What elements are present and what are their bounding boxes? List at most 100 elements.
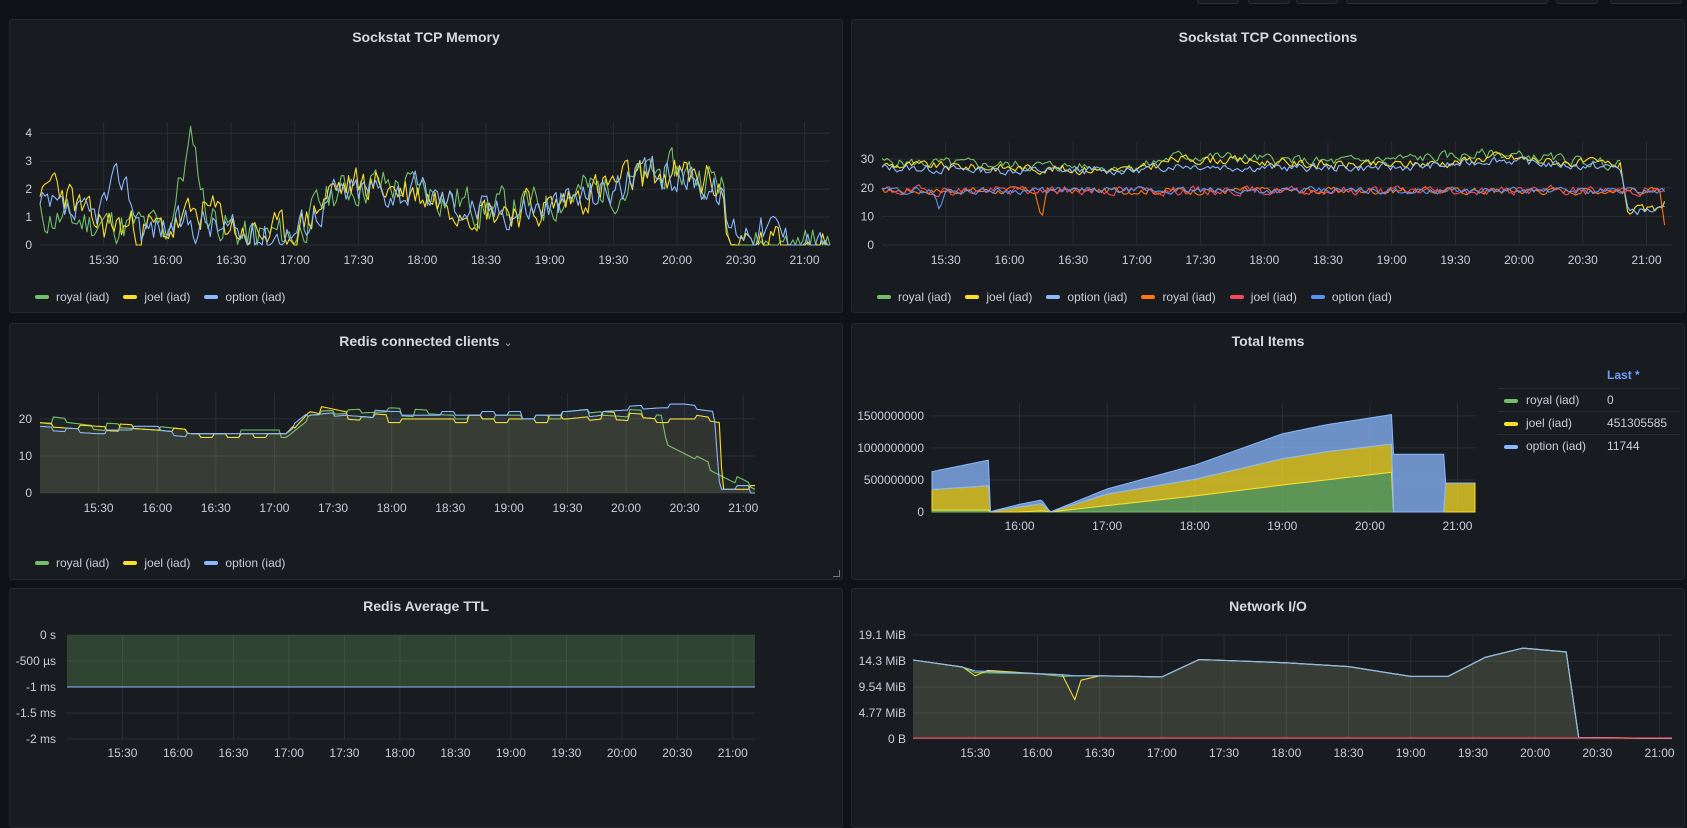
time-range-picker[interactable] xyxy=(1346,0,1548,4)
panel-redis-connected-clients[interactable]: Redis connected clients ⌄ 0 10 20 15:30 16:00… xyxy=(9,323,843,580)
series-line[interactable] xyxy=(39,407,756,490)
legend-item[interactable]: joel (iad) xyxy=(1229,290,1297,304)
legend-item[interactable]: royal (iad) xyxy=(35,556,109,570)
legend-item[interactable]: option (iad) xyxy=(1310,290,1392,304)
series-line[interactable] xyxy=(881,186,1666,226)
legend-item[interactable]: option (iad) xyxy=(1046,290,1127,304)
chart-total-items[interactable]: 0 500000000 1000000000 1500000000 16:00 17:00… xyxy=(852,324,1685,580)
series-line[interactable] xyxy=(912,647,1673,740)
legend-row[interactable]: option (iad) 11744 xyxy=(1498,434,1680,457)
x-tick-label: 19:00 xyxy=(1396,746,1426,760)
plot-area[interactable] xyxy=(39,403,756,494)
panel-resize-handle[interactable] xyxy=(833,570,840,577)
y-tick-label: 1500000000 xyxy=(857,409,924,423)
series-line[interactable] xyxy=(39,125,831,246)
x-tick-label: 21:00 xyxy=(718,746,748,760)
y-tick-label: 1000000000 xyxy=(857,441,924,455)
series-fill xyxy=(913,648,1672,739)
series-fill xyxy=(40,404,755,493)
toolbar-button[interactable] xyxy=(1556,0,1598,4)
plot-area[interactable] xyxy=(39,125,831,246)
legend-last-header[interactable]: Last * xyxy=(1607,368,1640,382)
refresh-button[interactable] xyxy=(1610,0,1682,4)
series-line[interactable] xyxy=(881,184,1666,198)
x-tick-label: 16:30 xyxy=(218,746,248,760)
plot-area[interactable] xyxy=(912,647,1673,740)
legend-last-value: 0 xyxy=(1601,388,1680,412)
legend-item[interactable]: royal (iad) xyxy=(35,290,109,304)
y-tick-label: 0 B xyxy=(888,732,906,746)
legend-item[interactable]: option (iad) xyxy=(204,290,285,304)
toolbar-button[interactable] xyxy=(1296,0,1338,4)
x-tick-label: 19:00 xyxy=(1377,253,1407,267)
chart-network-io[interactable]: 0 B 4.77 MiB 9.54 MiB 14.3 MiB 19.1 MiB 15:30… xyxy=(852,589,1685,828)
toolbar-button[interactable] xyxy=(1197,0,1239,4)
series-line[interactable] xyxy=(881,185,1666,210)
x-tick-label: 17:30 xyxy=(1186,253,1216,267)
x-tick-label: 17:00 xyxy=(1092,519,1122,533)
plot-area[interactable] xyxy=(931,414,1476,513)
x-tick-label: 18:00 xyxy=(1180,519,1210,533)
y-tick-label: 4.77 MiB xyxy=(859,706,906,720)
legend-item[interactable]: royal (iad) xyxy=(877,290,951,304)
series-area[interactable] xyxy=(931,414,1476,513)
panel-sockstat-tcp-connections[interactable]: Sockstat TCP Connections 0 10 20 30 15:30 16:… xyxy=(851,19,1685,313)
x-tick-label: 20:00 xyxy=(1355,519,1385,533)
panel-title[interactable]: Network I/O xyxy=(1229,598,1307,614)
series-line[interactable] xyxy=(39,155,830,246)
panel-title[interactable]: Total Items xyxy=(1231,333,1305,349)
chart-sockstat-tcp-memory[interactable]: 0 1 2 3 4 15:30 16:00 16:30 17:00 17:30 18:00 18:30… xyxy=(10,20,843,313)
legend-label: joel (iad) xyxy=(144,290,191,304)
series-line[interactable] xyxy=(39,155,830,246)
panel-redis-average-ttl[interactable]: Redis Average TTL -2 ms -1.5 ms -1 ms -500 … xyxy=(9,588,843,828)
series-line[interactable] xyxy=(39,403,755,494)
legend-swatch xyxy=(1504,421,1518,426)
toolbar-button[interactable] xyxy=(1248,0,1290,4)
panel-network-io[interactable]: Network I/O 0 B 4.77 MiB 9.54 MiB 14.3 MiB 1… xyxy=(851,588,1685,828)
chevron-down-icon[interactable]: ⌄ xyxy=(503,337,513,349)
plot-area[interactable] xyxy=(67,635,755,688)
legend-label: option (iad) xyxy=(1067,290,1128,304)
panel-title[interactable]: Redis Average TTL xyxy=(363,598,489,614)
y-tick-label: 0 xyxy=(25,238,32,252)
x-tick-label: 15:30 xyxy=(89,253,119,267)
legend-label: option (iad) xyxy=(1331,290,1392,304)
chart-sockstat-tcp-connections[interactable]: 0 10 20 30 15:30 16:00 16:30 17:00 17:30 18:00 18:… xyxy=(852,20,1685,313)
panel-title-text: Redis connected clients xyxy=(339,333,500,349)
chart-redis-connected-clients[interactable]: 0 10 20 15:30 16:00 16:30 17:00 17:30 18:00 18:30… xyxy=(10,324,843,580)
panel-title[interactable]: Sockstat TCP Memory xyxy=(352,29,500,45)
x-tick-label: 18:30 xyxy=(1333,746,1363,760)
series-line[interactable] xyxy=(39,406,755,490)
legend-item[interactable]: joel (iad) xyxy=(123,290,190,304)
chart-redis-average-ttl[interactable]: -2 ms -1.5 ms -1 ms -500 µs 0 s 15:30 16:00 16:… xyxy=(10,589,843,828)
x-tick-label: 17:30 xyxy=(1209,746,1239,760)
series-line[interactable] xyxy=(881,156,1665,216)
x-tick-label: 18:30 xyxy=(1313,253,1343,267)
panel-total-items[interactable]: Total Items 0 500000000 1000000000 15000000… xyxy=(851,323,1685,580)
x-tick-label: 20:30 xyxy=(1568,253,1598,267)
legend-row[interactable]: royal (iad) 0 xyxy=(1498,388,1680,412)
panel-sockstat-tcp-memory[interactable]: Sockstat TCP Memory 0 1 2 3 4 15:30 16:00 16:30… xyxy=(9,19,843,313)
x-tick-label: 20:00 xyxy=(1520,746,1550,760)
legend-swatch xyxy=(1046,295,1061,299)
x-tick-label: 19:00 xyxy=(535,253,565,267)
legend-swatch xyxy=(877,295,891,299)
legend-item[interactable]: option (iad) xyxy=(204,556,285,570)
legend-item[interactable]: royal (iad) xyxy=(1141,290,1216,304)
x-tick-label: 19:30 xyxy=(1458,746,1488,760)
y-tick-label: -1.5 ms xyxy=(16,706,56,720)
y-tick-label: 19.1 MiB xyxy=(859,628,906,642)
y-tick-label: -2 ms xyxy=(26,732,56,746)
grid xyxy=(40,393,755,494)
legend-item[interactable]: joel (iad) xyxy=(123,556,190,570)
legend-row[interactable]: joel (iad) 451305585 xyxy=(1498,411,1680,435)
panel-title[interactable]: Sockstat TCP Connections xyxy=(1178,29,1358,45)
legend-item[interactable]: joel (iad) xyxy=(965,290,1032,304)
plot-area[interactable] xyxy=(881,148,1666,226)
x-tick-label: 18:30 xyxy=(440,746,470,760)
legend-label: royal (iad) xyxy=(56,556,110,570)
panel-title[interactable]: Redis connected clients ⌄ xyxy=(10,324,842,358)
x-tick-label: 18:30 xyxy=(435,501,465,515)
x-tick-label: 15:30 xyxy=(107,746,137,760)
x-tick-label: 18:00 xyxy=(407,253,437,267)
